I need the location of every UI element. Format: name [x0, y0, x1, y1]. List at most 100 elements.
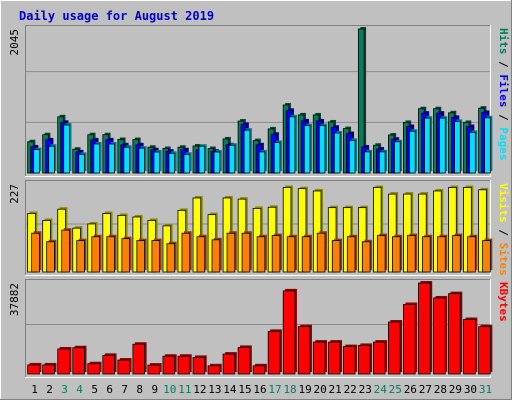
x-tick-label: 12 [193, 383, 206, 396]
chart-title: Daily usage for August 2019 [19, 9, 214, 23]
hits-files-pages-pages-bar [153, 151, 161, 174]
visits-sites-sites-bar [376, 235, 386, 273]
visits-sites-sites-bar [61, 229, 70, 273]
visits-sites-sites-bar [422, 236, 431, 273]
x-tick-label: 11 [178, 383, 191, 396]
hits-files-pages-pages-bar [348, 139, 356, 174]
kbytes-kbytes-bar [252, 365, 266, 375]
hits-files-pages-pages-bar [258, 151, 266, 174]
x-tick-label: 31 [479, 383, 492, 396]
hits-files-pages-pages-bar [409, 130, 416, 174]
x-tick-label: 22 [344, 383, 357, 396]
visits-sites-legend: Visits / Sites [497, 183, 510, 276]
kbytes-kbytes-bar [42, 364, 55, 375]
legend-item-pages: Pages [497, 127, 510, 160]
x-tick-label: 1 [31, 383, 38, 396]
kbytes-kbytes-bar [388, 321, 401, 375]
kbytes-kbytes-bar [357, 345, 371, 375]
hits-files-pages-pages-bar [378, 151, 386, 174]
hits-files-pages-pages-bar [424, 117, 431, 174]
kbytes-kbytes-bar [478, 326, 491, 375]
x-tick-label: 7 [121, 383, 128, 396]
hits-files-pages-legend: Hits / Files / Pages [497, 28, 510, 161]
visits-sites-sites-bar [361, 241, 371, 273]
x-axis-labels: 1 2 3 4 5 6 7 8 9 10 11 12 13 14 15 16 17 18 19 20 21 22 23 24 2… [31, 383, 492, 396]
hits-files-pages-ymax-label: 2045 [8, 29, 21, 56]
x-tick-label: 23 [359, 383, 372, 396]
visits-sites-sites-bar [226, 232, 236, 273]
hits-files-pages-pages-bar [303, 125, 311, 174]
x-tick-label: 17 [268, 383, 281, 396]
visits-sites-sites-bar [121, 238, 130, 273]
legend-item-hits: Hits [497, 28, 510, 55]
kbytes-kbytes-bar [27, 364, 40, 375]
hits-files-pages-pages-bar [63, 124, 70, 174]
hits-files-pages-pages-bar [183, 153, 191, 174]
x-tick-label: 18 [283, 383, 296, 396]
legend-item-visits: Visits [497, 183, 510, 223]
x-tick-label: 25 [389, 383, 402, 396]
visits-sites-sites-bar [437, 236, 446, 273]
kbytes-kbytes-bar [403, 304, 416, 375]
kbytes-kbytes-bar [327, 341, 341, 375]
kbytes-kbytes-bar [237, 346, 251, 375]
hits-files-pages-pages-bar [33, 149, 40, 174]
x-tick-label: 3 [61, 383, 68, 396]
kbytes-kbytes-bar [207, 365, 221, 375]
kbytes-kbytes-bar [418, 282, 431, 375]
hits-files-pages-pages-bar [168, 152, 176, 174]
x-tick-label: 2 [46, 383, 53, 396]
kbytes-kbytes-bar [102, 354, 115, 375]
x-tick-label: 27 [419, 383, 432, 396]
x-tick-label: 13 [208, 383, 221, 396]
x-tick-label: 9 [151, 383, 158, 396]
hits-files-pages-pages-bar [228, 144, 236, 174]
kbytes-kbytes-bar [312, 341, 326, 375]
kbytes-legend: KBytes [497, 282, 510, 322]
x-tick-label: 5 [91, 383, 98, 396]
visits-sites-sites-bar [482, 240, 491, 273]
kbytes-kbytes-bar [342, 346, 356, 375]
visits-sites-sites-bar [407, 235, 416, 273]
visits-sites-sites-bar [106, 236, 115, 273]
hits-files-pages-pages-bar [454, 120, 461, 174]
kbytes-kbytes-bar [192, 356, 206, 375]
x-tick-label: 6 [106, 383, 113, 396]
hits-files-pages-pages-bar [108, 143, 115, 174]
visits-sites-sites-bar [76, 240, 85, 273]
visits-sites-sites-bar [31, 232, 40, 273]
kbytes-kbytes-bar [162, 355, 176, 375]
hits-files-pages-pages-bar [138, 147, 146, 174]
visits-sites-sites-bar [316, 232, 326, 273]
hits-files-pages-pages-bar [439, 117, 446, 174]
x-tick-label: 21 [329, 383, 342, 396]
kbytes-kbytes-bar [117, 359, 130, 375]
x-tick-label: 8 [136, 383, 143, 396]
visits-sites-sites-bar [271, 235, 281, 273]
x-tick-label: 26 [404, 383, 417, 396]
hits-files-pages-pages-bar [363, 151, 371, 174]
visits-sites-sites-bar [91, 236, 100, 273]
kbytes-kbytes-bar [267, 330, 281, 375]
visits-sites-ymax-label: 227 [8, 184, 21, 204]
visits-sites-sites-bar [241, 232, 251, 273]
kbytes-kbytes-bar [372, 341, 386, 375]
x-tick-label: 15 [238, 383, 251, 396]
visits-sites-sites-bar [286, 236, 296, 273]
hits-files-pages-bars [27, 27, 493, 174]
kbytes-kbytes-bar [87, 363, 100, 375]
x-tick-label: 16 [253, 383, 266, 396]
legend-separator: / [497, 108, 510, 128]
hits-files-pages-pages-bar [198, 145, 206, 174]
hits-files-pages-pages-bar [273, 142, 281, 174]
hits-files-pages-pages-bar [469, 131, 476, 174]
kbytes-kbytes-bar [177, 355, 191, 375]
visits-sites-sites-bar [346, 236, 356, 273]
kbytes-kbytes-bar [433, 297, 446, 375]
visits-sites-sites-bar [211, 239, 221, 273]
kbytes-kbytes-bar [463, 319, 476, 375]
x-tick-label: 4 [76, 383, 83, 396]
visits-sites-sites-bar [166, 243, 176, 273]
visits-sites-bars [27, 185, 493, 273]
